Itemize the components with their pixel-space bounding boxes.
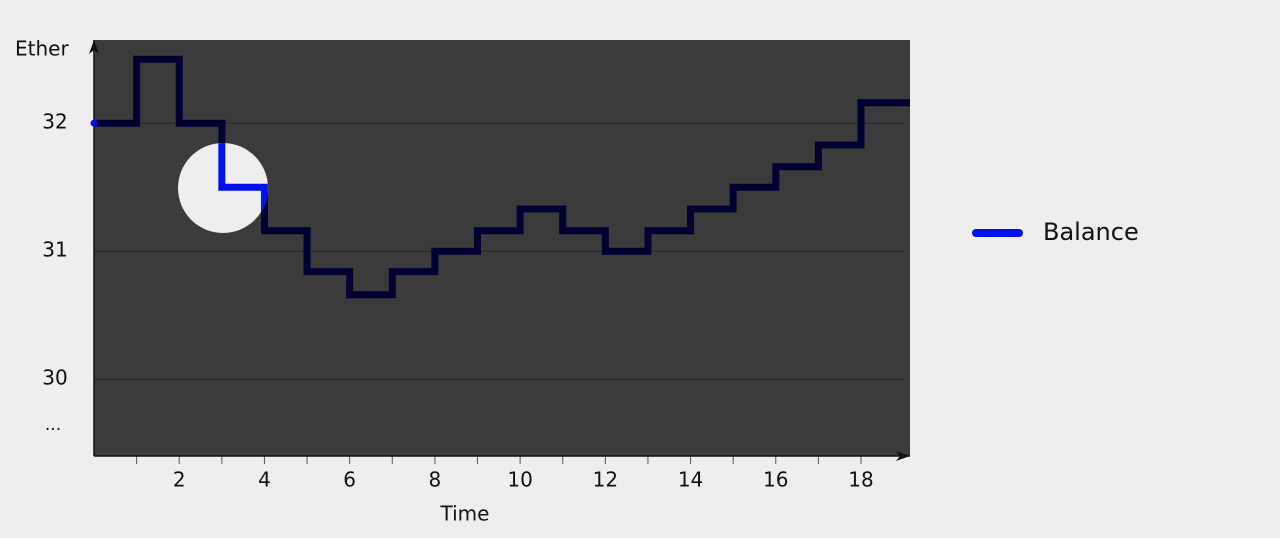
- x-tick-label: 8: [429, 468, 442, 492]
- x-tick-label: 16: [763, 468, 788, 492]
- y-break-label: ...: [45, 415, 61, 435]
- x-tick-label: 10: [507, 468, 532, 492]
- y-tick-label: 30: [42, 366, 67, 390]
- x-tick-label: 18: [848, 468, 873, 492]
- y-tick-label: 32: [42, 110, 67, 134]
- x-tick-label: 12: [593, 468, 618, 492]
- y-axis-arrow: [89, 40, 99, 54]
- y-axis-label: Ether: [15, 37, 69, 61]
- x-axis-label: Time: [440, 502, 490, 526]
- plot-area: [94, 40, 910, 456]
- x-tick-label: 6: [343, 468, 356, 492]
- legend-label: Balance: [1043, 218, 1139, 246]
- x-tick-label: 4: [258, 468, 271, 492]
- x-axis-arrow: [896, 451, 910, 461]
- step-line-highlight: [178, 143, 268, 233]
- line-start: [90, 119, 98, 127]
- y-tick-label: 31: [42, 238, 67, 262]
- x-tick-label: 2: [173, 468, 186, 492]
- x-tick-label: 14: [678, 468, 703, 492]
